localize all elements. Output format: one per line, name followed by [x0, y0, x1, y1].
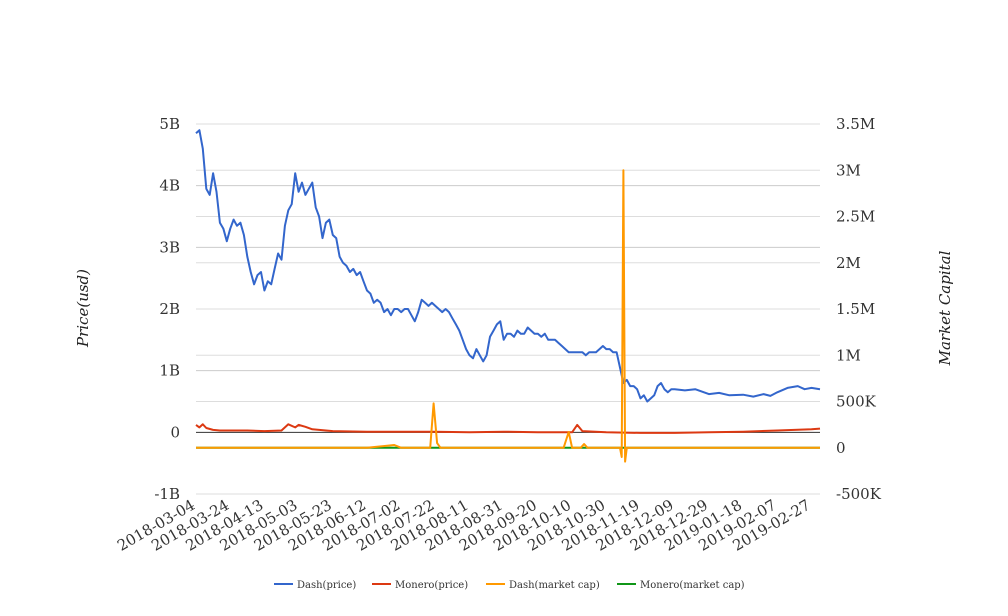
- legend-label: Dash(price): [297, 580, 356, 591]
- left-tick-label: 3B: [159, 238, 180, 256]
- left-tick-label: 0: [170, 423, 180, 441]
- plot-series: [195, 129, 821, 463]
- left-tick-label: -1B: [154, 485, 180, 503]
- right-tick-label: 3M: [836, 161, 861, 179]
- right-tick-label: 1M: [836, 346, 861, 364]
- right-tick-label: 0: [836, 439, 846, 457]
- series-line-dash-market-cap: [196, 169, 820, 463]
- left-y-axis: -1B 0 1B 2B 3B 4B 5B: [154, 115, 180, 503]
- gridlines: [196, 123, 820, 495]
- series-line-monero-price: [195, 423, 821, 434]
- right-tick-label: 2.5M: [836, 208, 875, 226]
- left-tick-label: 4B: [159, 177, 180, 195]
- left-tick-label: 1B: [159, 362, 180, 380]
- legend-label: Dash(market cap): [509, 580, 600, 591]
- left-tick-label: 5B: [159, 115, 180, 133]
- left-axis-title: Price(usd): [74, 269, 92, 348]
- legend: Dash(price) Monero(price) Dash(market cap)…: [274, 580, 745, 591]
- left-tick-label: 2B: [159, 300, 180, 318]
- x-axis: 2018-03-042018-03-242018-04-132018-05-03…: [114, 496, 813, 555]
- right-tick-label: 500K: [836, 393, 877, 411]
- right-tick-label: 3.5M: [836, 115, 875, 133]
- right-tick-label: -500K: [836, 485, 882, 503]
- right-axis-title: Market Capital: [936, 250, 954, 366]
- legend-label: Monero(price): [395, 580, 468, 591]
- legend-label: Monero(market cap): [640, 580, 745, 591]
- right-tick-label: 1.5M: [836, 300, 875, 318]
- right-tick-label: 2M: [836, 254, 861, 272]
- right-y-axis: -500K 0 500K 1M 1.5M 2M 2.5M 3M 3.5M: [836, 115, 882, 503]
- series-line-dash-price: [195, 129, 821, 403]
